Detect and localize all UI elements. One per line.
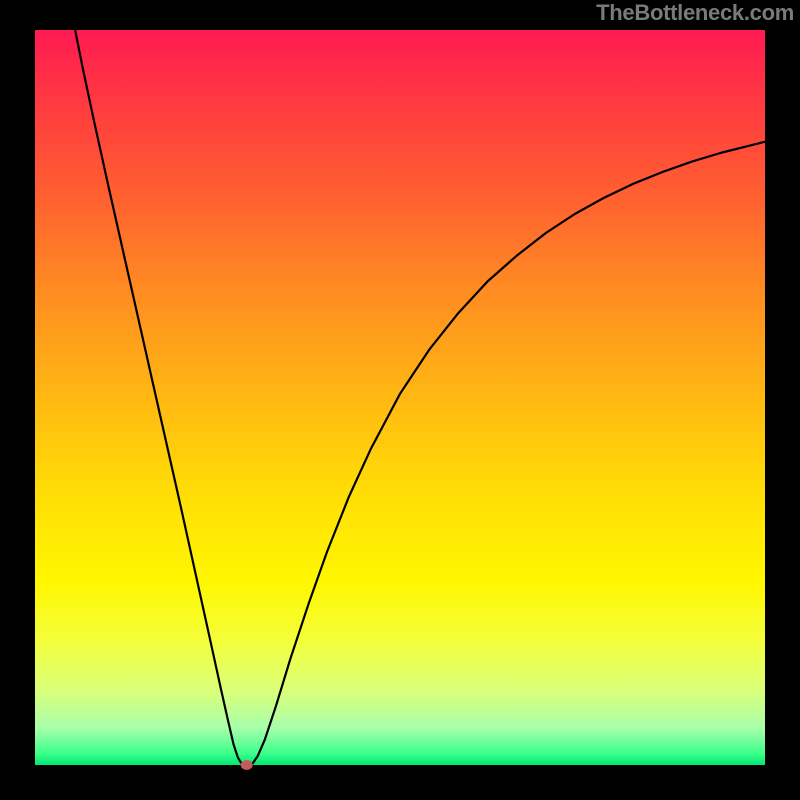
bottleneck-chart <box>0 0 800 800</box>
watermark-text: TheBottleneck.com <box>596 0 794 26</box>
chart-container: { "watermark": "TheBottleneck.com", "cha… <box>0 0 800 800</box>
plot-background <box>35 30 765 765</box>
minimum-marker <box>241 760 253 770</box>
